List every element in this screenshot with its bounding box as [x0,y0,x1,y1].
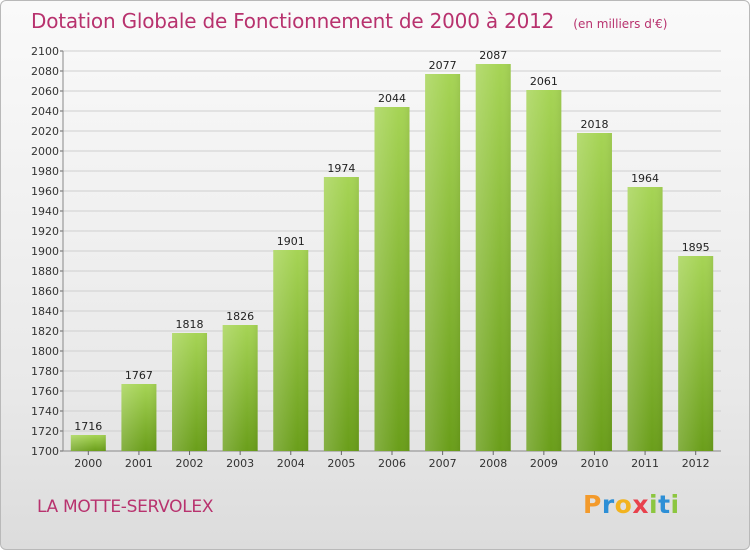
bar-shade [425,74,461,451]
y-tick-label: 1820 [31,325,59,338]
brand-letter: P [583,490,602,519]
x-tick-label: 2012 [682,457,710,470]
x-tick-label: 2011 [631,457,659,470]
y-tick-label: 1760 [31,385,59,398]
data-label: 1964 [631,172,659,185]
data-label: 2077 [429,59,457,72]
y-tick-label: 1940 [31,205,59,218]
y-tick-label: 2080 [31,65,59,78]
y-tick-label: 1800 [31,345,59,358]
title-row: Dotation Globale de Fonctionnement de 20… [31,9,667,33]
y-tick-label: 2020 [31,125,59,138]
x-tick-label: 2000 [74,457,102,470]
data-label: 1901 [277,235,305,248]
y-tick-label: 1980 [31,165,59,178]
x-tick-label: 2007 [429,457,457,470]
bar-shade [70,435,106,451]
brand-letter: o [614,490,633,519]
x-tick-label: 2001 [125,457,153,470]
x-tick-label: 2003 [226,457,254,470]
brand-letter: i [649,490,659,519]
y-tick-label: 1900 [31,245,59,258]
y-tick-label: 1780 [31,365,59,378]
x-tick-label: 2006 [378,457,406,470]
bar-shade [475,64,511,451]
y-tick-label: 1860 [31,285,59,298]
x-tick-label: 2005 [327,457,355,470]
y-tick-label: 2060 [31,85,59,98]
data-label: 2061 [530,75,558,88]
brand-letter: r [601,490,615,519]
bar-shade [576,133,612,451]
chart-unit: (en milliers d'€) [573,17,668,31]
data-label: 1895 [682,241,710,254]
chart-title: Dotation Globale de Fonctionnement de 20… [31,9,555,33]
bar-shade [374,107,410,451]
commune-name: LA MOTTE-SERVOLEX [37,497,214,517]
y-tick-label: 1720 [31,425,59,438]
brand-letter: t [658,490,671,519]
data-label: 2044 [378,92,406,105]
x-tick-label: 2009 [530,457,558,470]
bar-shade [627,187,663,451]
y-tick-label: 1880 [31,265,59,278]
y-tick-label: 2100 [31,45,59,58]
bar-shade [121,384,157,451]
bar-shade [273,250,309,451]
data-labels: 1716 1767 1818 1826 1901 1974 2044 2077 2087 2061… [74,49,709,433]
x-axis: 2000 2001 2002 2003 2004 2005 2006 2007 2008 2009… [74,451,710,470]
data-label: 2018 [580,118,608,131]
bars [70,64,714,451]
bar-shade [323,177,359,451]
x-tick-label: 2004 [277,457,305,470]
bar-shade [222,325,258,451]
brand-letter: x [632,490,649,519]
data-label: 1716 [74,420,102,433]
bar-shade [678,256,714,451]
data-label: 1767 [125,369,153,382]
y-tick-label: 1740 [31,405,59,418]
y-tick-label: 2000 [31,145,59,158]
y-tick-label: 1840 [31,305,59,318]
y-tick-label: 2040 [31,105,59,118]
y-tick-label: 1960 [31,185,59,198]
y-tick-label: 1920 [31,225,59,238]
data-label: 1826 [226,310,254,323]
brand-letter: i [670,490,680,519]
x-tick-label: 2008 [479,457,507,470]
bar-shade [172,333,208,451]
x-tick-label: 2002 [176,457,204,470]
x-tick-label: 2010 [580,457,608,470]
data-label: 1974 [327,162,355,175]
data-label: 1818 [176,318,204,331]
y-tick-label: 1700 [31,445,59,458]
bar-shade [526,90,562,451]
data-label: 2087 [479,49,507,62]
brand-logo: Proxiti [583,490,680,519]
